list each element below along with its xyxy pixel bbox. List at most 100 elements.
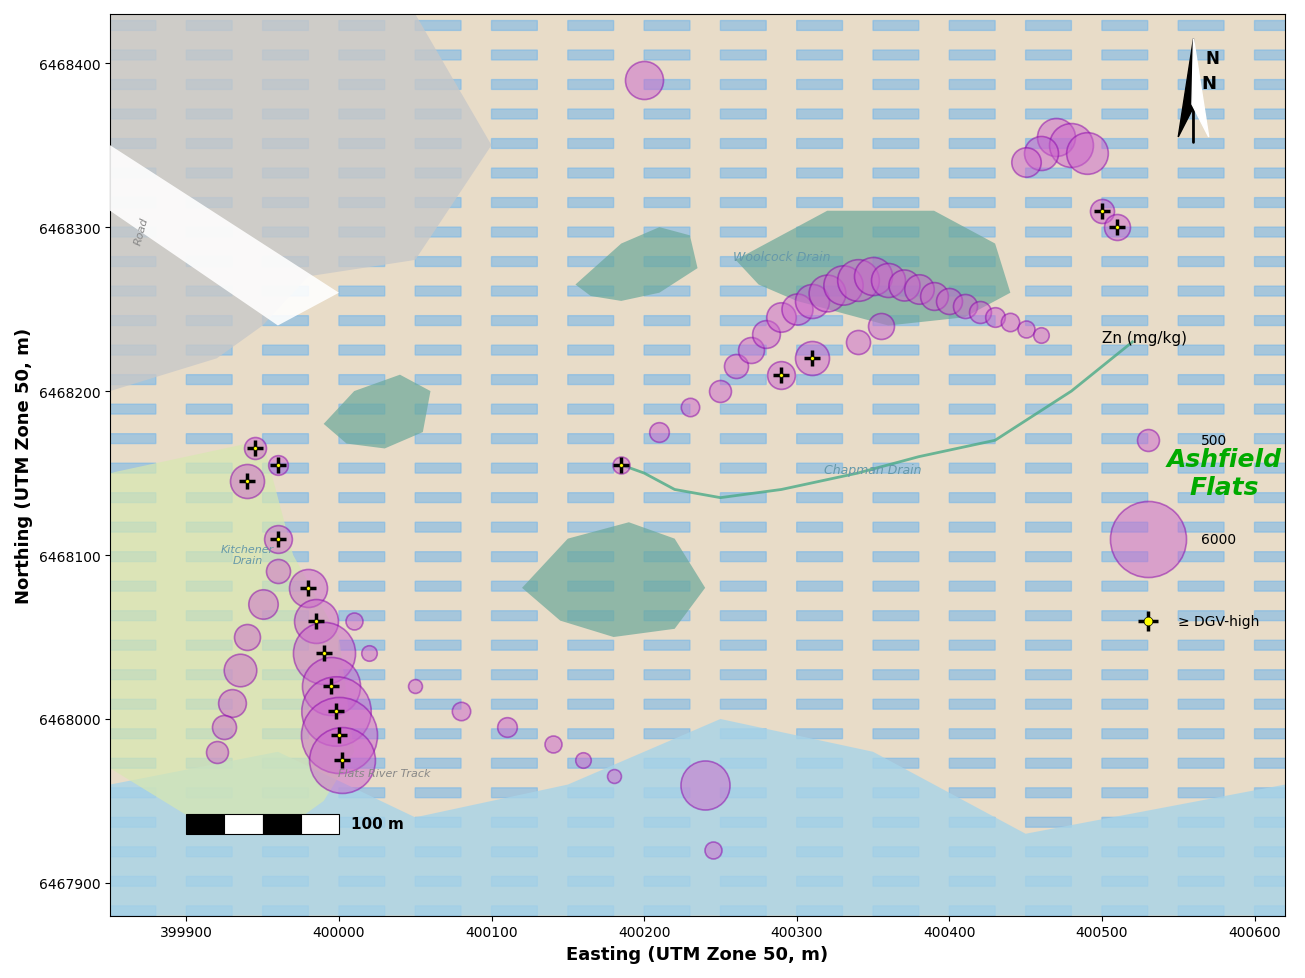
FancyBboxPatch shape	[720, 169, 766, 179]
Bar	[224, 815, 262, 834]
FancyBboxPatch shape	[1178, 110, 1224, 120]
FancyBboxPatch shape	[1254, 876, 1300, 886]
FancyBboxPatch shape	[110, 464, 155, 473]
FancyBboxPatch shape	[110, 788, 155, 798]
FancyBboxPatch shape	[415, 316, 461, 327]
FancyBboxPatch shape	[797, 464, 843, 473]
FancyBboxPatch shape	[1178, 788, 1224, 798]
FancyBboxPatch shape	[568, 376, 613, 385]
FancyBboxPatch shape	[568, 228, 613, 238]
FancyBboxPatch shape	[949, 287, 996, 296]
FancyBboxPatch shape	[949, 257, 996, 267]
FancyBboxPatch shape	[568, 876, 613, 886]
Point	[680, 400, 701, 416]
FancyBboxPatch shape	[339, 464, 385, 473]
FancyBboxPatch shape	[492, 670, 538, 680]
FancyBboxPatch shape	[415, 140, 461, 150]
FancyBboxPatch shape	[568, 51, 613, 61]
FancyBboxPatch shape	[187, 169, 232, 179]
Text: Chapman Drain: Chapman Drain	[825, 464, 921, 476]
FancyBboxPatch shape	[110, 110, 155, 120]
Point	[238, 474, 258, 490]
FancyBboxPatch shape	[492, 110, 538, 120]
Point	[329, 728, 350, 743]
Text: Road: Road	[133, 216, 150, 246]
FancyBboxPatch shape	[187, 257, 232, 267]
Text: Kitchener
Drain: Kitchener Drain	[221, 544, 274, 565]
FancyBboxPatch shape	[720, 906, 766, 915]
FancyBboxPatch shape	[187, 818, 232, 827]
Point	[756, 327, 776, 342]
FancyBboxPatch shape	[262, 169, 308, 179]
Point	[847, 334, 868, 350]
FancyBboxPatch shape	[797, 818, 843, 827]
FancyBboxPatch shape	[415, 80, 461, 90]
FancyBboxPatch shape	[492, 876, 538, 886]
FancyBboxPatch shape	[187, 759, 232, 769]
FancyBboxPatch shape	[645, 434, 690, 444]
FancyBboxPatch shape	[1178, 287, 1224, 296]
FancyBboxPatch shape	[720, 788, 766, 798]
FancyBboxPatch shape	[568, 493, 613, 503]
Point	[313, 645, 334, 661]
FancyBboxPatch shape	[1026, 316, 1071, 327]
Point	[1091, 203, 1112, 219]
Text: ≥ DGV-high: ≥ DGV-high	[1178, 614, 1259, 628]
FancyBboxPatch shape	[949, 346, 996, 356]
FancyBboxPatch shape	[110, 818, 155, 827]
FancyBboxPatch shape	[797, 316, 843, 327]
Point	[313, 645, 334, 661]
FancyBboxPatch shape	[797, 759, 843, 769]
FancyBboxPatch shape	[949, 641, 996, 650]
FancyBboxPatch shape	[1254, 199, 1300, 208]
FancyBboxPatch shape	[1178, 316, 1224, 327]
FancyBboxPatch shape	[949, 434, 996, 444]
FancyBboxPatch shape	[492, 906, 538, 915]
FancyBboxPatch shape	[568, 199, 613, 208]
FancyBboxPatch shape	[720, 346, 766, 356]
FancyBboxPatch shape	[797, 199, 843, 208]
FancyBboxPatch shape	[1101, 22, 1147, 31]
FancyBboxPatch shape	[262, 906, 308, 915]
FancyBboxPatch shape	[110, 699, 155, 709]
FancyBboxPatch shape	[415, 906, 461, 915]
FancyBboxPatch shape	[949, 51, 996, 61]
FancyBboxPatch shape	[262, 818, 308, 827]
Point	[611, 458, 632, 473]
Text: 100 m: 100 m	[351, 817, 405, 831]
FancyBboxPatch shape	[1101, 670, 1147, 680]
FancyBboxPatch shape	[645, 670, 690, 680]
FancyBboxPatch shape	[797, 906, 843, 915]
FancyBboxPatch shape	[415, 553, 461, 562]
FancyBboxPatch shape	[187, 316, 232, 327]
FancyBboxPatch shape	[262, 434, 308, 444]
FancyBboxPatch shape	[492, 169, 538, 179]
FancyBboxPatch shape	[110, 906, 155, 915]
FancyBboxPatch shape	[645, 346, 690, 356]
FancyBboxPatch shape	[720, 287, 766, 296]
Point	[238, 630, 258, 645]
Point	[863, 269, 883, 285]
FancyBboxPatch shape	[187, 847, 232, 857]
FancyBboxPatch shape	[873, 641, 919, 650]
FancyBboxPatch shape	[187, 434, 232, 444]
FancyBboxPatch shape	[187, 582, 232, 592]
FancyBboxPatch shape	[797, 405, 843, 415]
FancyBboxPatch shape	[1178, 582, 1224, 592]
FancyBboxPatch shape	[187, 22, 232, 31]
Point	[268, 458, 288, 473]
FancyBboxPatch shape	[568, 346, 613, 356]
FancyBboxPatch shape	[187, 906, 232, 915]
FancyBboxPatch shape	[339, 257, 385, 267]
FancyBboxPatch shape	[873, 140, 919, 150]
FancyBboxPatch shape	[720, 199, 766, 208]
FancyBboxPatch shape	[339, 759, 385, 769]
Point	[1107, 220, 1128, 236]
FancyBboxPatch shape	[873, 51, 919, 61]
FancyBboxPatch shape	[797, 434, 843, 444]
FancyBboxPatch shape	[415, 257, 461, 267]
FancyBboxPatch shape	[339, 522, 385, 533]
FancyBboxPatch shape	[873, 22, 919, 31]
FancyBboxPatch shape	[339, 346, 385, 356]
FancyBboxPatch shape	[262, 670, 308, 680]
